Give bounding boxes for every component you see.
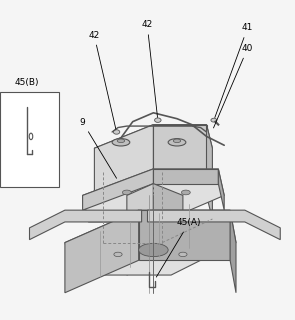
Polygon shape — [65, 210, 236, 275]
Text: 45(A): 45(A) — [156, 218, 201, 277]
Ellipse shape — [173, 139, 181, 143]
Polygon shape — [30, 210, 142, 240]
Polygon shape — [218, 169, 224, 210]
Ellipse shape — [112, 139, 130, 146]
Text: 41: 41 — [215, 23, 253, 117]
Ellipse shape — [181, 190, 190, 195]
Polygon shape — [83, 169, 224, 222]
Polygon shape — [153, 124, 206, 196]
Ellipse shape — [113, 130, 120, 134]
Text: 42: 42 — [142, 20, 158, 117]
Polygon shape — [83, 169, 153, 210]
Polygon shape — [94, 124, 153, 219]
Ellipse shape — [139, 243, 168, 257]
Ellipse shape — [211, 118, 217, 122]
Polygon shape — [153, 184, 183, 263]
Text: 42: 42 — [88, 31, 116, 129]
Polygon shape — [127, 184, 153, 275]
Ellipse shape — [155, 118, 161, 122]
Text: 9: 9 — [80, 117, 117, 178]
Ellipse shape — [179, 252, 187, 257]
Ellipse shape — [114, 252, 122, 257]
Ellipse shape — [117, 139, 124, 143]
Polygon shape — [230, 210, 236, 293]
FancyBboxPatch shape — [0, 92, 59, 187]
Polygon shape — [94, 124, 212, 172]
Text: 45(B): 45(B) — [15, 78, 39, 87]
Polygon shape — [148, 210, 280, 240]
Polygon shape — [153, 169, 218, 184]
Polygon shape — [65, 210, 139, 293]
Polygon shape — [206, 124, 212, 219]
Ellipse shape — [122, 190, 131, 195]
Text: 40: 40 — [214, 44, 253, 128]
Polygon shape — [139, 210, 230, 260]
Ellipse shape — [168, 139, 186, 146]
